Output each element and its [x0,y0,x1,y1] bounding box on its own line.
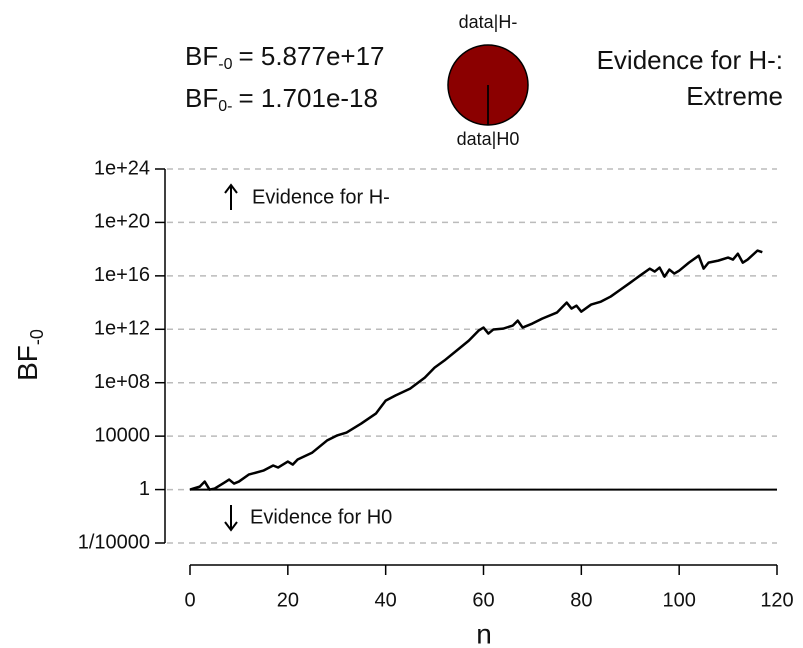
annotation: Evidence for H- [252,186,390,208]
evidence-for: Evidence for H-: [597,45,783,75]
bf-subscript: 0- [218,98,232,115]
y-label-subscript: -0 [27,329,47,345]
x-tick-label: 60 [472,589,494,611]
up-arrow [224,183,238,210]
bf-null: BF0- = 1.701e-18 [185,83,378,115]
y-axis-label: BF-0 [12,329,46,381]
y-label-main: BF [12,345,43,381]
annotation: Evidence for H0 [250,506,392,528]
x-tick-label: 40 [375,589,397,611]
y-tick-label: 1e+08 [94,371,150,393]
y-tick-label: 1/10000 [78,531,150,553]
pie-label: data|H- [459,12,518,32]
y-tick-label: 1e+24 [94,157,150,179]
bf-subscript: -0 [218,56,232,73]
pie-label: data|H0 [457,129,520,149]
bf-alt: BF-0 = 5.877e+17 [185,41,385,73]
down-arrow [224,505,238,532]
y-tick-label: 10000 [94,424,150,446]
y-tick-label: 1 [139,478,150,500]
x-tick-label: 20 [277,589,299,611]
x-tick-label: 100 [662,589,695,611]
bf-symbol: BF [185,41,218,71]
data-line [189,249,763,491]
x-axis-label: n [476,618,492,648]
bf-value: = 1.701e-18 [238,83,378,113]
x-tick-label: 120 [760,589,793,611]
bf-value: = 5.877e+17 [238,41,384,71]
x-tick-label: 0 [184,589,195,611]
bf-symbol: BF [185,83,218,113]
evidence-strength: Extreme [686,81,783,111]
y-tick-label: 1e+20 [94,211,150,233]
x-tick-label: 80 [570,589,592,611]
y-tick-label: 1e+16 [94,264,150,286]
y-tick-label: 1e+12 [94,318,150,340]
